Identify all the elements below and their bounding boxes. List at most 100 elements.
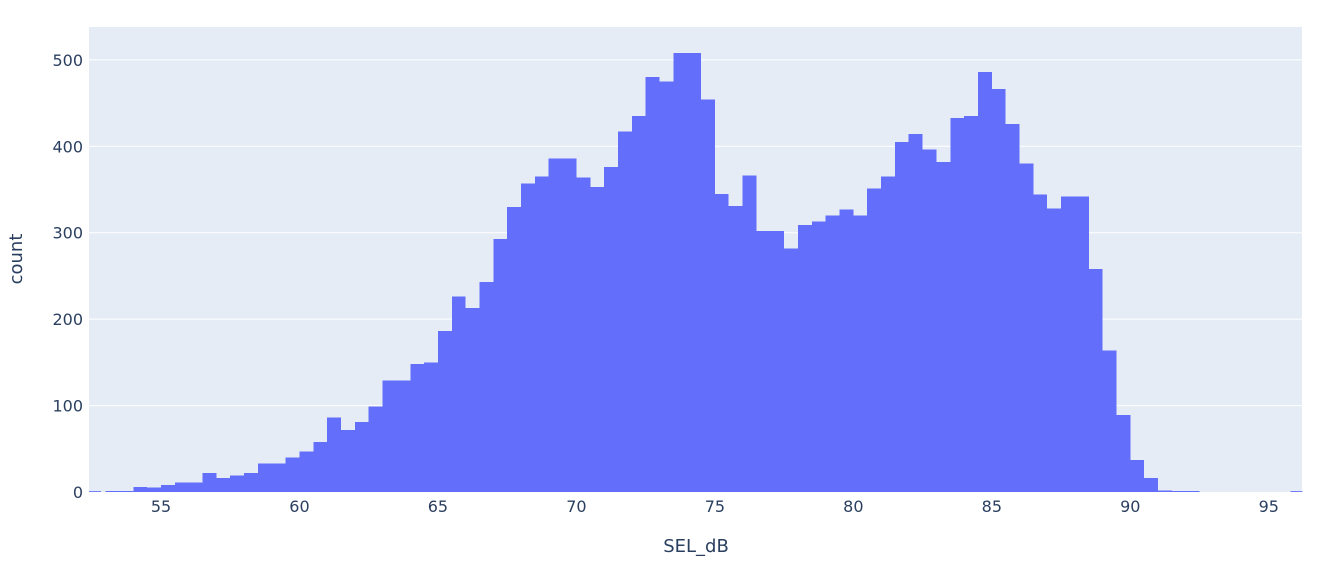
histogram-bar — [119, 491, 134, 492]
histogram-bar — [507, 206, 522, 492]
histogram-bar — [382, 380, 397, 492]
x-tick-label: 55 — [151, 497, 171, 516]
histogram-bar — [424, 362, 438, 492]
y-tick-label: 500 — [52, 51, 83, 70]
histogram-bar — [1061, 196, 1075, 492]
histogram-bar — [562, 158, 577, 492]
histogram-bar — [1116, 415, 1131, 492]
x-tick-label: 90 — [1120, 497, 1140, 516]
x-tick-label: 70 — [566, 497, 586, 516]
histogram-bar — [313, 441, 328, 492]
histogram-bar — [1088, 269, 1103, 492]
histogram-bars — [89, 52, 1303, 493]
histogram-bar — [1074, 196, 1089, 492]
histogram-bar — [701, 99, 715, 492]
histogram-bar — [1047, 208, 1062, 493]
histogram-bar — [1157, 490, 1172, 492]
histogram-bar — [784, 248, 798, 492]
histogram-bar — [687, 52, 702, 492]
histogram-bar — [1102, 350, 1117, 492]
histogram-bar — [479, 281, 494, 492]
histogram-bar — [867, 188, 882, 492]
histogram-bar — [770, 230, 785, 492]
histogram-bar — [1033, 194, 1048, 492]
histogram-bar — [1019, 163, 1034, 492]
histogram-bar — [534, 176, 549, 493]
histogram-bar — [950, 117, 965, 493]
histogram-bar — [465, 307, 480, 492]
histogram-bar — [257, 463, 272, 492]
histogram-bar — [1171, 491, 1186, 492]
histogram-bar — [368, 406, 383, 492]
y-tick-label: 100 — [52, 397, 83, 416]
histogram-bar — [908, 134, 923, 492]
histogram-bar — [493, 238, 508, 492]
histogram-bar — [590, 186, 605, 492]
histogram-bar — [811, 221, 826, 492]
histogram-bar — [922, 149, 937, 492]
histogram-bar — [133, 486, 148, 492]
histogram-bar — [1130, 460, 1145, 492]
x-tick-label: 60 — [289, 497, 309, 516]
histogram-bar — [244, 472, 258, 492]
histogram-bar — [673, 52, 688, 492]
histogram-bar — [604, 167, 618, 492]
y-tick-label: 0 — [73, 483, 83, 502]
histogram-bar — [1185, 491, 1200, 492]
histogram-bar — [216, 478, 231, 492]
histogram-bar — [396, 380, 411, 492]
y-tick-labels: 0 100 200 300 400 500 — [52, 51, 83, 502]
histogram-bar — [839, 209, 854, 493]
histogram-bar — [728, 205, 743, 492]
histogram-bar — [714, 193, 729, 493]
histogram-bar — [894, 141, 909, 492]
histogram-edge-bar — [89, 491, 101, 492]
histogram-bar — [202, 472, 217, 492]
histogram-bar — [617, 131, 632, 492]
x-tick-label: 95 — [1259, 497, 1279, 516]
histogram-bar — [991, 89, 1006, 493]
histogram-bar — [964, 116, 978, 492]
histogram-bar — [742, 175, 757, 492]
histogram-bar — [853, 215, 868, 492]
histogram-bar — [756, 230, 771, 492]
histogram-bar — [548, 158, 563, 492]
x-axis-title: SEL_dB — [663, 536, 729, 557]
histogram-bar — [299, 451, 314, 492]
x-tick-label: 75 — [705, 497, 725, 516]
histogram-bar — [521, 183, 535, 492]
y-axis-title: count — [6, 234, 27, 285]
histogram-bar — [645, 77, 660, 492]
histogram-edge-bar — [1290, 491, 1303, 492]
histogram-bar — [825, 215, 840, 492]
histogram-bar — [410, 364, 425, 492]
histogram-bar — [631, 116, 646, 492]
histogram-bar — [797, 224, 812, 493]
y-tick-label: 200 — [52, 310, 83, 329]
histogram-bar — [285, 457, 300, 492]
histogram-bar — [659, 81, 674, 493]
histogram-bar — [576, 177, 591, 493]
histogram-bar — [327, 417, 342, 492]
histogram-bar — [147, 487, 162, 492]
x-tick-label: 85 — [982, 497, 1002, 516]
histogram-bar — [1005, 123, 1020, 492]
histogram-bar — [161, 485, 175, 492]
histogram-bar — [271, 463, 286, 492]
histogram-bar — [936, 161, 951, 493]
histogram-bar — [451, 296, 466, 492]
histogram-bar — [230, 475, 245, 492]
y-tick-label: 400 — [52, 137, 83, 156]
histogram-bar — [1144, 478, 1158, 492]
histogram-bar — [188, 482, 203, 492]
histogram-bar — [881, 176, 895, 493]
x-tick-labels: 55 60 65 70 75 80 85 90 95 — [151, 497, 1279, 516]
y-tick-label: 300 — [52, 224, 83, 243]
histogram-bar — [341, 429, 355, 492]
histogram-bar — [174, 482, 189, 492]
histogram-bar — [437, 331, 452, 492]
histogram-bar — [354, 421, 369, 492]
x-tick-label: 65 — [428, 497, 448, 516]
x-tick-label: 80 — [843, 497, 863, 516]
